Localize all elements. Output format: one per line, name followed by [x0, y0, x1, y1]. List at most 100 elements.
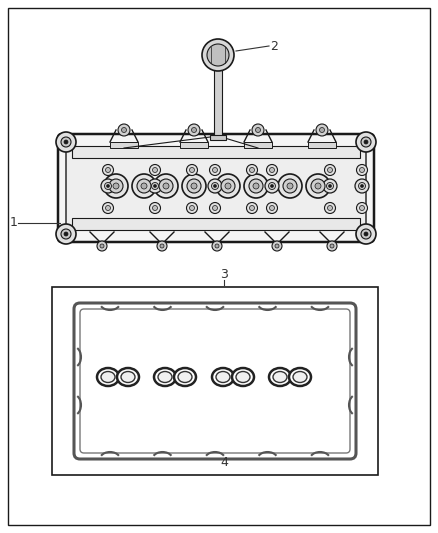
Circle shape	[361, 229, 371, 239]
Circle shape	[118, 124, 130, 136]
Circle shape	[113, 183, 119, 189]
Circle shape	[207, 44, 229, 66]
Circle shape	[268, 182, 276, 190]
Circle shape	[187, 165, 198, 175]
FancyBboxPatch shape	[80, 309, 350, 453]
Circle shape	[327, 241, 337, 251]
Circle shape	[190, 206, 194, 211]
Circle shape	[100, 244, 104, 248]
Circle shape	[191, 127, 197, 133]
Circle shape	[216, 174, 240, 198]
Bar	[214, 65, 222, 138]
FancyBboxPatch shape	[58, 134, 374, 242]
Circle shape	[157, 241, 167, 251]
Circle shape	[190, 167, 194, 173]
Circle shape	[316, 124, 328, 136]
Circle shape	[330, 244, 334, 248]
Circle shape	[212, 241, 222, 251]
Circle shape	[202, 39, 234, 71]
Circle shape	[121, 127, 127, 133]
Circle shape	[188, 124, 200, 136]
Ellipse shape	[289, 368, 311, 386]
Circle shape	[212, 206, 218, 211]
Circle shape	[106, 167, 110, 173]
Circle shape	[287, 183, 293, 189]
Ellipse shape	[117, 368, 139, 386]
Circle shape	[250, 206, 254, 211]
Circle shape	[101, 179, 115, 193]
Circle shape	[152, 167, 158, 173]
Circle shape	[221, 179, 235, 193]
Circle shape	[244, 174, 268, 198]
Circle shape	[272, 241, 282, 251]
Circle shape	[328, 167, 332, 173]
Circle shape	[306, 174, 330, 198]
Ellipse shape	[269, 368, 291, 386]
Circle shape	[209, 203, 220, 214]
Circle shape	[360, 206, 364, 211]
Circle shape	[325, 165, 336, 175]
Circle shape	[360, 167, 364, 173]
Circle shape	[355, 179, 369, 193]
Circle shape	[160, 244, 164, 248]
Text: 2: 2	[270, 39, 278, 52]
Circle shape	[247, 203, 258, 214]
Ellipse shape	[174, 368, 196, 386]
Bar	[110, 142, 138, 148]
Circle shape	[102, 165, 113, 175]
Circle shape	[328, 206, 332, 211]
Circle shape	[208, 179, 222, 193]
Circle shape	[154, 174, 178, 198]
Circle shape	[97, 241, 107, 251]
Ellipse shape	[154, 368, 176, 386]
Ellipse shape	[101, 372, 115, 383]
Circle shape	[64, 140, 68, 144]
Circle shape	[152, 206, 158, 211]
Bar	[244, 142, 272, 148]
Text: 3: 3	[220, 269, 228, 281]
Circle shape	[109, 179, 123, 193]
Circle shape	[255, 127, 261, 133]
Circle shape	[209, 165, 220, 175]
Bar	[180, 142, 208, 148]
Ellipse shape	[178, 372, 192, 383]
Ellipse shape	[212, 368, 234, 386]
Circle shape	[361, 137, 371, 147]
Bar	[308, 142, 336, 148]
Circle shape	[132, 174, 156, 198]
Circle shape	[357, 165, 367, 175]
Circle shape	[56, 224, 76, 244]
Ellipse shape	[97, 368, 119, 386]
Circle shape	[104, 174, 128, 198]
Bar	[52, 287, 378, 475]
Ellipse shape	[236, 372, 250, 383]
Circle shape	[141, 183, 147, 189]
Circle shape	[266, 203, 278, 214]
Circle shape	[326, 182, 333, 190]
Circle shape	[182, 174, 206, 198]
FancyBboxPatch shape	[66, 148, 366, 228]
Bar	[72, 218, 360, 230]
Circle shape	[149, 165, 160, 175]
Circle shape	[148, 179, 162, 193]
Circle shape	[266, 165, 278, 175]
Circle shape	[315, 183, 321, 189]
Circle shape	[358, 182, 365, 190]
Ellipse shape	[273, 372, 287, 383]
Circle shape	[102, 203, 113, 214]
Circle shape	[249, 179, 263, 193]
Circle shape	[278, 174, 302, 198]
Circle shape	[106, 206, 110, 211]
Circle shape	[360, 184, 364, 188]
Circle shape	[152, 182, 159, 190]
Circle shape	[253, 183, 259, 189]
Circle shape	[364, 232, 368, 236]
Circle shape	[187, 179, 201, 193]
Circle shape	[105, 182, 112, 190]
Text: 1: 1	[10, 216, 18, 230]
Circle shape	[187, 203, 198, 214]
Circle shape	[250, 167, 254, 173]
Circle shape	[163, 183, 169, 189]
Ellipse shape	[121, 372, 135, 383]
Circle shape	[283, 179, 297, 193]
